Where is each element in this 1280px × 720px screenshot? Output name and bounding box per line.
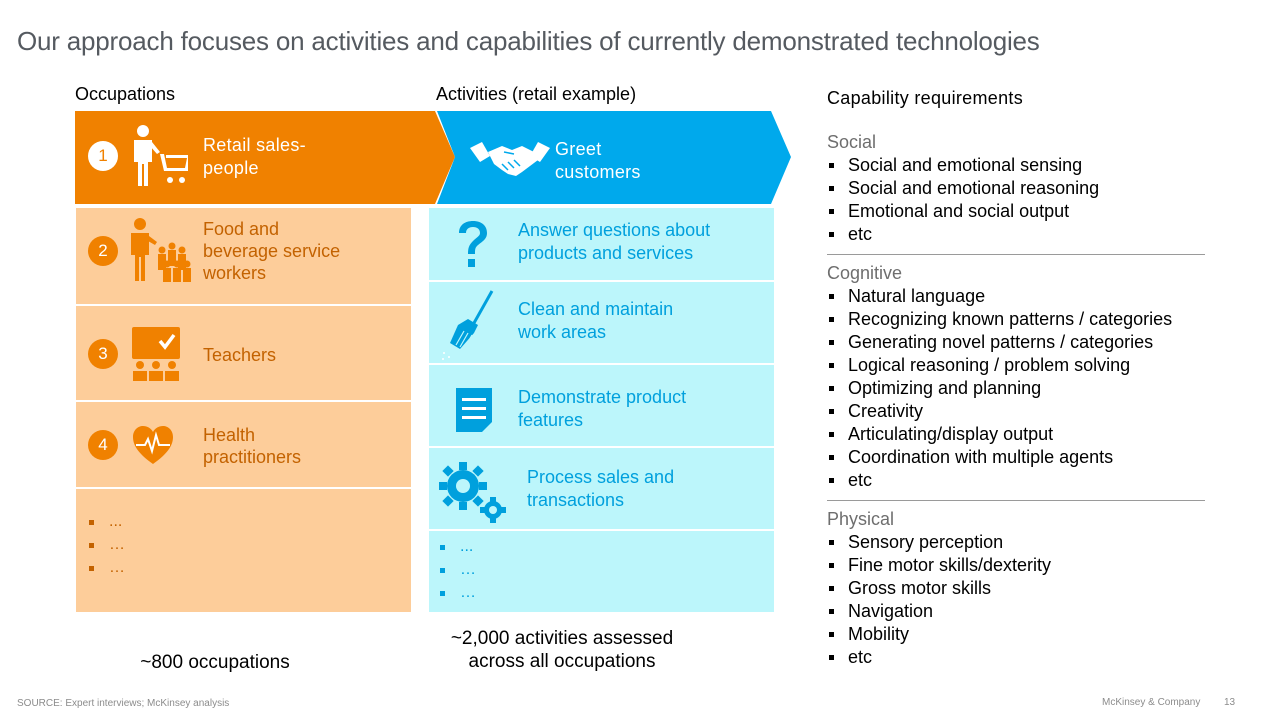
capability-item: Coordination with multiple agents <box>827 446 1172 469</box>
occupation-label-2: Food and beverage service workers <box>203 219 341 283</box>
capability-item: Natural language <box>827 285 1172 308</box>
capability-group-title: Social <box>827 132 877 152</box>
occupations-panel <box>76 208 411 612</box>
capability-divider <box>827 254 1205 255</box>
document-icon <box>456 388 492 432</box>
capability-group-title: Physical <box>827 509 895 529</box>
capability-divider <box>827 500 1205 501</box>
capability-item: etc <box>827 469 1172 492</box>
chevron-row <box>75 111 791 204</box>
activity-divider <box>429 363 774 365</box>
activity-divider <box>429 280 774 282</box>
occupation-label-4: Health practitioners <box>203 425 302 467</box>
activity-divider <box>429 446 774 448</box>
salesperson-cart-icon <box>134 125 188 186</box>
capability-item: Optimizing and planning <box>827 377 1172 400</box>
handshake-icon <box>470 142 550 176</box>
capability-item: Sensory perception <box>827 531 1051 554</box>
capability-item: Emotional and social output <box>827 200 1099 223</box>
list-item: … <box>89 533 125 556</box>
activity-label-demonstrate: Demonstrate product features <box>518 387 687 430</box>
page-number: 13 <box>1224 697 1236 708</box>
capability-item: Articulating/display output <box>827 423 1172 446</box>
teacher-board-icon <box>132 327 180 381</box>
activity-label-clean: Clean and maintain work areas <box>518 299 674 342</box>
list-item: ... <box>440 535 476 558</box>
capability-item: Generating novel patterns / categories <box>827 331 1172 354</box>
occupation-label-3: Teachers <box>203 345 277 365</box>
activity-more-list: ... … … <box>440 535 476 604</box>
activities-header: Activities (retail example) <box>436 84 637 104</box>
capability-group-cognitive: Cognitive Natural language Recognizing k… <box>827 262 1172 492</box>
occupation-number-3: 3 <box>88 339 118 369</box>
server-crowd-icon <box>131 218 191 282</box>
occupations-header: Occupations <box>75 84 176 104</box>
capability-item: Creativity <box>827 400 1172 423</box>
list-item: … <box>89 556 125 579</box>
list-item: ... <box>89 510 125 533</box>
occupation-number-1: 1 <box>88 141 118 171</box>
occupation-divider <box>76 304 411 306</box>
occupation-label-1: Retail sales- people <box>203 135 306 178</box>
activity-label-process-sales: Process sales and transactions <box>527 467 675 510</box>
capability-item: Mobility <box>827 623 1051 646</box>
question-mark-icon <box>459 221 487 267</box>
occupation-more-list: ... … … <box>89 510 125 579</box>
capability-group-title: Cognitive <box>827 263 903 283</box>
capability-item: Gross motor skills <box>827 577 1051 600</box>
list-item: … <box>440 558 476 581</box>
capability-item: Social and emotional reasoning <box>827 177 1099 200</box>
source-note: SOURCE: Expert interviews; McKinsey anal… <box>17 698 230 709</box>
activities-count: ~2,000 activities assessed across all oc… <box>450 628 674 672</box>
occupation-number-2: 2 <box>88 236 118 266</box>
capability-item: Recognizing known patterns / categories <box>827 308 1172 331</box>
activity-label-answer-questions: Answer questions about products and serv… <box>518 220 711 263</box>
gears-icon <box>439 462 506 523</box>
broom-icon <box>442 290 494 360</box>
occupations-count: ~800 occupations <box>140 652 290 673</box>
capability-item: Social and emotional sensing <box>827 154 1099 177</box>
slide-title: Our approach focuses on activities and c… <box>17 26 1040 56</box>
activity-label-greet: Greet customers <box>555 139 641 182</box>
occupation-number-4: 4 <box>88 430 118 460</box>
activity-divider <box>429 529 774 531</box>
occupation-divider <box>76 487 411 489</box>
capability-group-social: Social Social and emotional sensing Soci… <box>827 131 1099 246</box>
capability-item: etc <box>827 646 1051 669</box>
brand-name: McKinsey & Company <box>1102 697 1201 708</box>
heart-pulse-icon <box>133 426 173 464</box>
capability-item: etc <box>827 223 1099 246</box>
occupation-divider <box>76 400 411 402</box>
capability-item: Navigation <box>827 600 1051 623</box>
capability-group-physical: Physical Sensory perception Fine motor s… <box>827 508 1051 669</box>
capability-item: Logical reasoning / problem solving <box>827 354 1172 377</box>
list-item: … <box>440 581 476 604</box>
capabilities-header: Capability requirements <box>827 88 1023 108</box>
capability-item: Fine motor skills/dexterity <box>827 554 1051 577</box>
